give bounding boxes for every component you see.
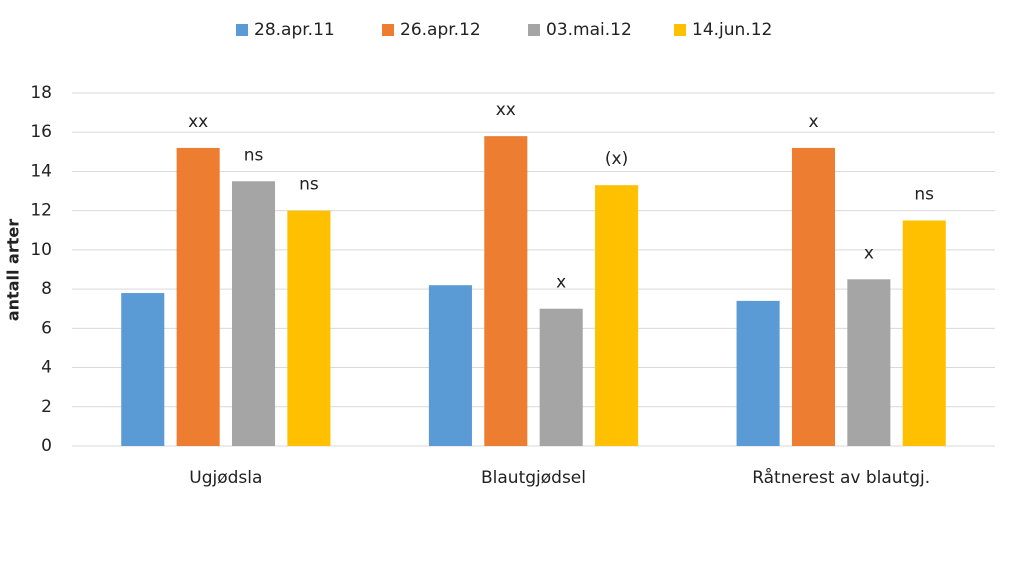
y-tick-label: 18 <box>30 83 52 103</box>
y-tick-label: 16 <box>30 122 52 142</box>
legend-swatch <box>236 24 248 36</box>
bar <box>847 279 891 446</box>
legend-swatch <box>674 24 686 36</box>
y-tick-label: 4 <box>41 358 52 378</box>
bar-annotation: (x) <box>605 149 628 169</box>
bar-annotation: xx <box>188 112 208 132</box>
y-tick-label: 0 <box>41 436 52 456</box>
bar-annotation: x <box>808 112 818 132</box>
bar <box>287 210 331 446</box>
bar-annotation: x <box>556 273 566 293</box>
y-tick-label: 10 <box>30 240 52 260</box>
bar-annotation: ns <box>299 175 319 195</box>
bar <box>902 220 946 446</box>
x-tick-label: Ugjødsla <box>189 468 262 488</box>
bar <box>736 300 780 446</box>
bar <box>595 185 639 446</box>
legend-label: 03.mai.12 <box>546 20 632 40</box>
bar-annotation: ns <box>244 145 264 165</box>
y-tick-label: 8 <box>41 279 52 299</box>
bar-annotation: x <box>864 243 874 263</box>
legend-swatch <box>382 24 394 36</box>
bar <box>484 136 528 446</box>
y-axis-label: antall arter <box>4 219 23 321</box>
legend-label: 26.apr.12 <box>400 20 481 40</box>
x-tick-label: Råtnerest av blautgj. <box>752 467 930 488</box>
bar <box>791 147 836 446</box>
bar <box>428 285 472 446</box>
y-tick-label: 2 <box>41 397 52 417</box>
legend-label: 14.jun.12 <box>692 20 772 40</box>
bar <box>176 147 220 446</box>
y-tick-label: 12 <box>30 201 52 221</box>
bar <box>539 308 583 446</box>
bar-annotation: ns <box>914 184 934 204</box>
bar-annotation: xx <box>496 100 516 120</box>
y-tick-label: 14 <box>30 161 52 181</box>
legend-swatch <box>528 24 540 36</box>
y-tick-label: 6 <box>41 318 52 338</box>
bar <box>121 293 165 446</box>
bar <box>231 181 276 446</box>
legend-label: 28.apr.11 <box>254 20 335 40</box>
x-tick-label: Blautgjødsel <box>481 468 586 488</box>
